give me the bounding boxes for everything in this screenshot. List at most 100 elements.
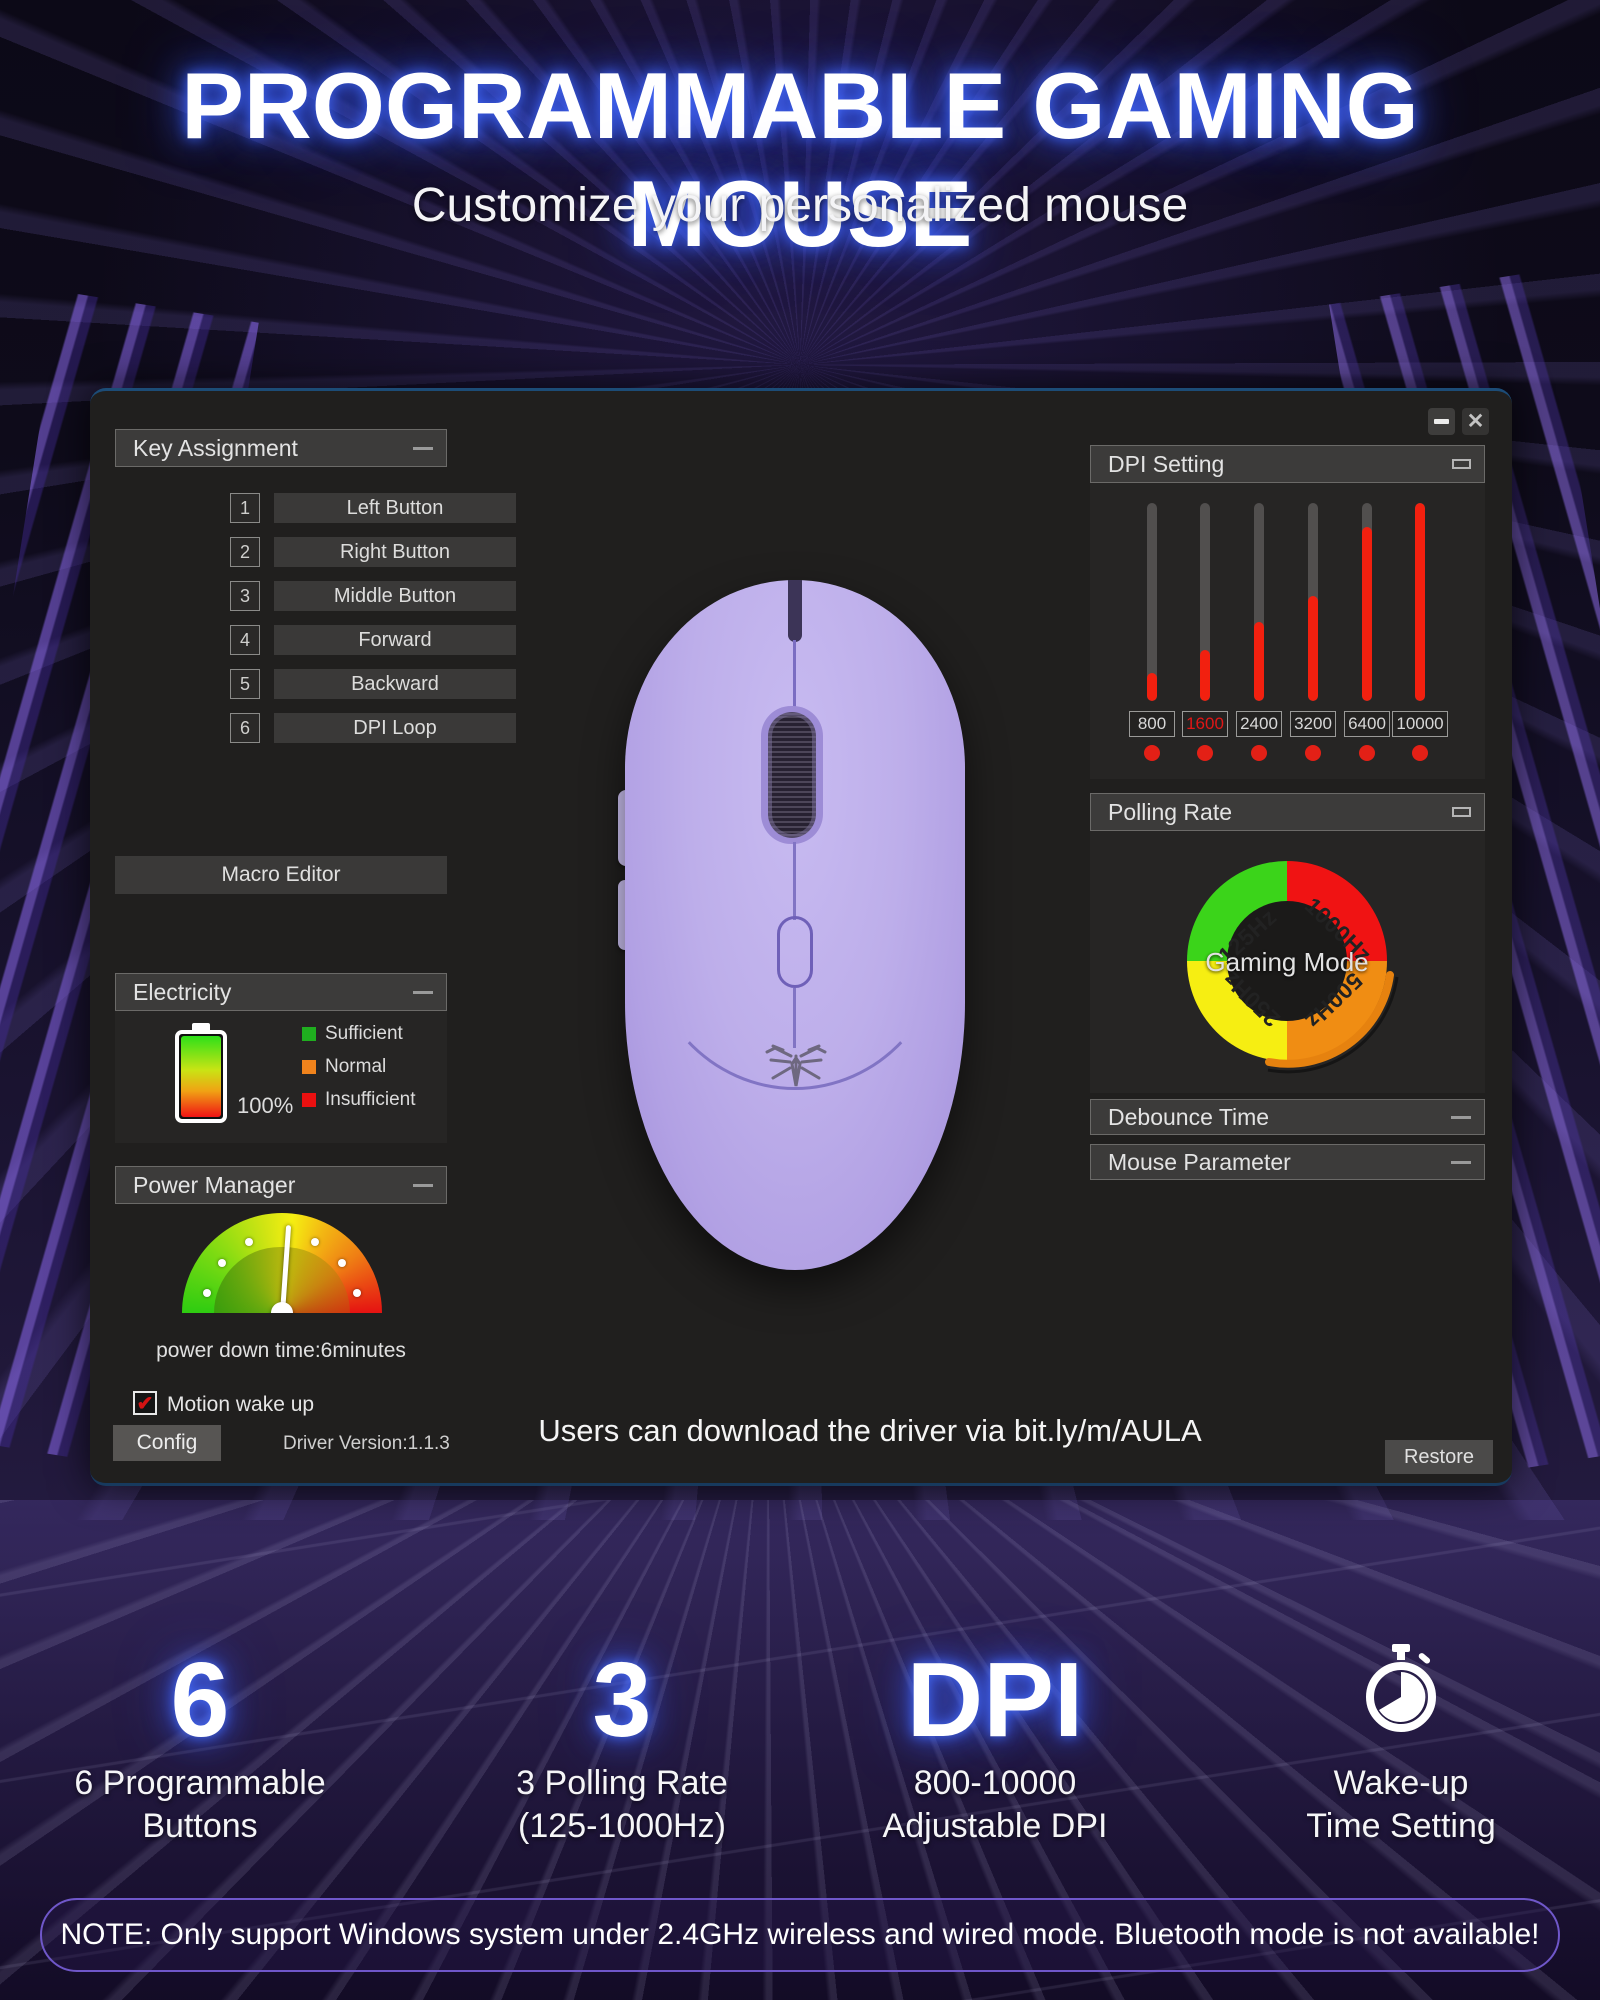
macro-editor-button[interactable]: Macro Editor <box>115 856 447 894</box>
dpi-dot[interactable] <box>1197 745 1213 761</box>
key-assign-button-5[interactable]: Backward <box>274 669 516 699</box>
key-assign-button-2[interactable]: Right Button <box>274 537 516 567</box>
polling-rate-title: Polling Rate <box>1108 799 1233 825</box>
collapse-dash-icon[interactable] <box>413 991 433 994</box>
legend-insufficient-icon <box>302 1093 316 1107</box>
selected-segment-arc <box>1265 971 1399 1074</box>
aula-spider-logo <box>765 1044 827 1087</box>
polling-rate-body: 125Hz 1000Hz 500Hz 250Hz Gaming Mode <box>1090 831 1485 1093</box>
mouse-parameter-title: Mouse Parameter <box>1108 1149 1291 1175</box>
feature-dpi-big: DPI <box>906 1641 1084 1759</box>
dpi-dot[interactable] <box>1412 745 1428 761</box>
minimize-button[interactable] <box>1428 408 1455 435</box>
feature-3-big: 3 <box>592 1641 652 1759</box>
caption-line: 3 Polling Rate <box>516 1764 728 1802</box>
key-assign-button-6[interactable]: DPI Loop <box>274 713 516 743</box>
feature-6-caption: 6 Programmable Buttons <box>10 1762 390 1848</box>
key-assign-button-3[interactable]: Middle Button <box>274 581 516 611</box>
key-number: 4 <box>230 625 260 655</box>
gauge-tick <box>338 1259 346 1267</box>
key-number: 6 <box>230 713 260 743</box>
minimize-icon <box>1434 419 1449 424</box>
power-gauge[interactable] <box>182 1213 382 1313</box>
dpi-value-3200[interactable]: 3200 <box>1290 711 1336 737</box>
gauge-tick <box>218 1259 226 1267</box>
dpi-dot[interactable] <box>1305 745 1321 761</box>
key-number: 1 <box>230 493 260 523</box>
dpi-setting-header: DPI Setting <box>1090 445 1485 483</box>
key-assign-button-1[interactable]: Left Button <box>274 493 516 523</box>
dpi-slider-3200[interactable] <box>1308 503 1318 701</box>
gauge-tick <box>311 1238 319 1246</box>
mouse-parameter-header[interactable]: Mouse Parameter <box>1090 1144 1485 1180</box>
stopwatch-icon <box>1366 1644 1436 1732</box>
power-manager-title: Power Manager <box>133 1172 296 1198</box>
key-number: 2 <box>230 537 260 567</box>
collapse-dash-icon[interactable] <box>1451 1161 1471 1164</box>
dpi-button <box>777 916 813 988</box>
background-floor <box>0 1500 1600 2000</box>
feature-wakeup-caption: Wake-up Time Setting <box>1211 1762 1591 1848</box>
dpi-setting-body: 800 1600 2400 3200 6400 10000 <box>1090 483 1485 779</box>
dpi-value-10000[interactable]: 10000 <box>1392 711 1448 737</box>
collapse-dash-icon[interactable] <box>1451 1116 1471 1119</box>
dpi-slider-fill <box>1147 673 1157 701</box>
dpi-dot[interactable] <box>1359 745 1375 761</box>
close-button[interactable]: ✕ <box>1462 408 1489 435</box>
dpi-dot[interactable] <box>1144 745 1160 761</box>
collapse-dash-icon[interactable] <box>413 1184 433 1187</box>
dpi-value-6400[interactable]: 6400 <box>1344 711 1390 737</box>
dpi-slider-1600[interactable] <box>1200 503 1210 701</box>
legend-sufficient-icon <box>302 1027 316 1041</box>
legend-insufficient-label: Insufficient <box>325 1089 416 1110</box>
dpi-slider-6400[interactable] <box>1362 503 1372 701</box>
mouse-seam <box>793 640 796 718</box>
dpi-slider-800[interactable] <box>1147 503 1157 701</box>
key-assign-button-4[interactable]: Forward <box>274 625 516 655</box>
dpi-slider-fill <box>1415 503 1425 701</box>
mouse-button-gap <box>788 580 802 642</box>
gauge-tick <box>245 1238 253 1246</box>
dpi-slider-fill <box>1362 526 1372 701</box>
collapse-dash-icon[interactable] <box>413 447 433 450</box>
key-number: 3 <box>230 581 260 611</box>
mouse-seam <box>793 988 796 1048</box>
dpi-value-800[interactable]: 800 <box>1129 711 1175 737</box>
gauge-tick <box>203 1289 211 1297</box>
gauge-tick <box>353 1289 361 1297</box>
key-number: 5 <box>230 669 260 699</box>
page-subtitle: Customize your personalized mouse <box>411 179 1189 232</box>
legend-normal-label: Normal <box>325 1056 387 1077</box>
caption-line: Buttons <box>142 1807 258 1845</box>
caption-line: 6 Programmable <box>74 1764 326 1802</box>
battery-percent: 100% <box>237 1093 294 1118</box>
donut-hole <box>1227 901 1347 1021</box>
restore-button[interactable]: Restore <box>1385 1440 1493 1474</box>
dpi-slider-fill <box>1308 596 1318 701</box>
config-button[interactable]: Config <box>113 1425 221 1461</box>
polling-rate-wheel[interactable]: 125Hz 1000Hz 500Hz 250Hz Gaming Mode <box>1187 861 1399 1074</box>
gauge-pivot <box>271 1302 293 1313</box>
dpi-slider-2400[interactable] <box>1254 503 1264 701</box>
dpi-dot[interactable] <box>1251 745 1267 761</box>
key-assignment-title: Key Assignment <box>133 435 298 461</box>
driver-window: ✕ Key Assignment 1 Left Button 2 Right B… <box>90 388 1512 1486</box>
dpi-slider-10000[interactable] <box>1415 503 1425 701</box>
caption-line: 800-10000 <box>913 1764 1077 1802</box>
debounce-time-header[interactable]: Debounce Time <box>1090 1099 1485 1135</box>
collapse-box-icon[interactable] <box>1452 807 1471 817</box>
dpi-value-1600[interactable]: 1600 <box>1182 711 1228 737</box>
power-down-caption: power down time:6minutes <box>156 1339 406 1362</box>
checkmark-icon: ✔ <box>136 1393 154 1415</box>
gaming-mode-label: Gaming Mode <box>1205 947 1369 977</box>
dpi-value-2400[interactable]: 2400 <box>1236 711 1282 737</box>
collapse-box-icon[interactable] <box>1452 459 1471 469</box>
key-assignment-header: Key Assignment <box>115 429 447 467</box>
motion-wake-up-checkbox[interactable]: ✔ <box>133 1391 157 1415</box>
electricity-body: 100% Sufficient Normal Insufficient <box>115 1011 447 1143</box>
page-title: PROGRAMMABLE GAMING MOUSE <box>181 53 1419 266</box>
driver-version: Driver Version:1.1.3 <box>283 1433 450 1454</box>
dpi-slider-fill <box>1254 621 1264 701</box>
dpi-slider-fill <box>1200 649 1210 701</box>
